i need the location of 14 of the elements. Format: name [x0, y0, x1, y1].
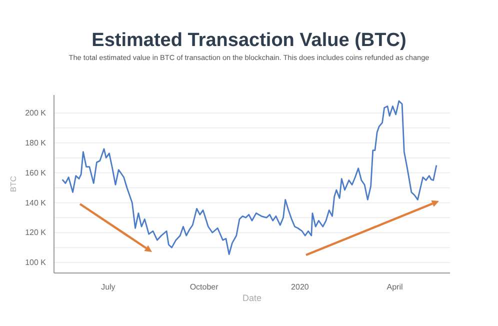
- y-tick-label: 140 K: [25, 198, 47, 208]
- chart-title: Estimated Transaction Value (BTC): [92, 30, 406, 51]
- x-tick-label: 2020: [291, 282, 310, 292]
- y-tick-label: 200 K: [25, 108, 47, 118]
- y-axis-title: BTC: [9, 176, 18, 192]
- line-series: [62, 100, 438, 256]
- x-tick-label: April: [386, 282, 403, 292]
- y-tick-label: 100 K: [25, 258, 47, 268]
- y-tick-label: 160 K: [25, 168, 47, 178]
- x-tick-label: October: [190, 282, 219, 292]
- x-axis-title: Date: [242, 293, 262, 303]
- y-tick-label: 120 K: [25, 228, 47, 238]
- y-tick-label: 180 K: [25, 138, 47, 148]
- x-tick-label: July: [101, 282, 116, 292]
